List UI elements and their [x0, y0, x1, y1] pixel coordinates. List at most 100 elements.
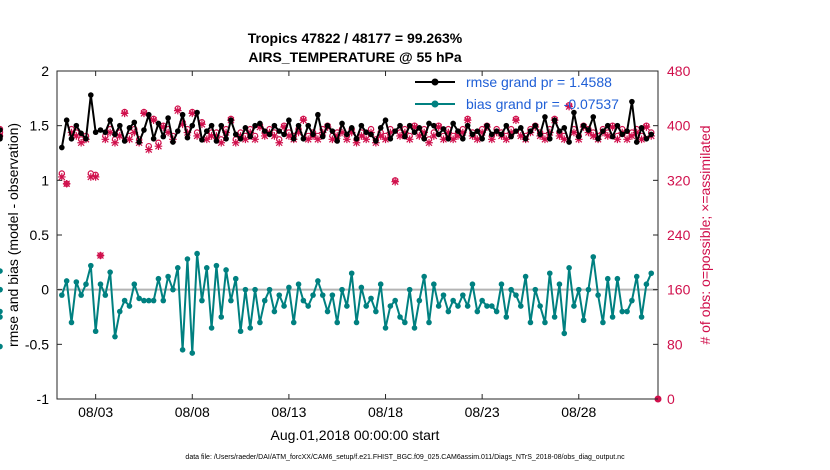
- obs-assimilated-point: [459, 128, 467, 137]
- bias-point: [199, 297, 205, 304]
- obs-assimilated-point: [410, 123, 419, 131]
- rmse-point: [445, 135, 452, 142]
- obs-assimilated-point: [603, 132, 612, 140]
- rmse-point: [102, 129, 109, 136]
- rmse-point: [619, 131, 626, 138]
- bias-point: [228, 297, 234, 304]
- legend: rmse grand pr = 1.4588 bias grand pr = -…: [415, 74, 619, 112]
- bias-point: [59, 292, 65, 298]
- bias-point: [107, 269, 113, 275]
- rmse-point: [624, 128, 630, 134]
- bias-point: [223, 267, 229, 273]
- bias-point: [431, 281, 437, 288]
- obs-assimilated-point: [304, 135, 313, 144]
- rmse-point: [474, 128, 481, 134]
- bias-point: [590, 254, 597, 260]
- bias-point: [0, 268, 3, 274]
- bias-point: [474, 308, 481, 315]
- obs-assimilated-point: [173, 106, 182, 115]
- bias-point: [329, 292, 336, 298]
- x-axis-label: Aug.01,2018 00:00:00 start: [271, 427, 440, 443]
- bias-point: [624, 308, 630, 315]
- rmse-point: [489, 131, 495, 138]
- bias-point: [397, 314, 403, 320]
- y2-tick-label: 480: [667, 63, 691, 79]
- bias-point: [344, 303, 350, 309]
- bias-point: [609, 314, 616, 320]
- bias-point: [416, 297, 423, 304]
- y2-tick-label: 320: [667, 172, 691, 188]
- bias-point: [170, 286, 176, 293]
- rmse-point: [431, 122, 437, 129]
- obs-assimilated-point: [241, 135, 250, 144]
- obs-assimilated-point: [545, 128, 554, 137]
- rmse-point: [107, 117, 113, 123]
- bias-point: [556, 281, 563, 288]
- bias-point: [363, 303, 369, 309]
- obs-assimilated-point: [401, 128, 409, 137]
- obs-assimilated-point: [62, 179, 71, 188]
- obs-assimilated-point: [260, 132, 269, 140]
- obs-assimilated-point: [299, 116, 308, 124]
- obs-assimilated-point: [130, 128, 139, 137]
- bias-point: [334, 319, 341, 326]
- obs-assimilated-point: [570, 128, 578, 137]
- obs-assimilated-point: [425, 138, 433, 147]
- obs-assimilated-point: [642, 123, 651, 131]
- bias-point: [237, 328, 244, 335]
- bias-point: [604, 275, 611, 282]
- rmse-point: [358, 122, 365, 129]
- bias-point: [0, 286, 3, 293]
- obs-assimilated-point: [251, 135, 259, 144]
- bias-point: [633, 273, 640, 280]
- obs-assimilated-point: [516, 132, 525, 140]
- rmse-point: [247, 133, 254, 140]
- bias-point: [155, 275, 162, 282]
- y2-tick-label: 400: [667, 118, 691, 134]
- rmse-point: [455, 128, 461, 134]
- bias-point: [160, 297, 167, 304]
- rmse-point: [537, 131, 543, 138]
- rmse-point: [315, 111, 321, 118]
- obs-assimilated-point: [439, 135, 448, 144]
- obs-assimilated-point: [285, 132, 293, 140]
- obs-assimilated-point: [111, 138, 119, 147]
- rmse-point: [411, 129, 418, 136]
- rmse-point: [136, 139, 142, 145]
- obs-assimilated-point: [430, 132, 438, 140]
- obs-assimilated-point: [608, 123, 617, 131]
- rmse-point: [508, 133, 514, 140]
- bias-point: [165, 273, 171, 280]
- rmse-point: [421, 135, 427, 142]
- bias-point: [638, 314, 645, 320]
- bias-point: [484, 303, 490, 309]
- rmse-point: [527, 128, 534, 134]
- bias-point: [63, 278, 70, 284]
- obs-assimilated-point: [343, 135, 351, 144]
- rmse-point: [131, 119, 138, 126]
- bias-point: [150, 297, 157, 304]
- obs-assimilated-point: [67, 128, 76, 137]
- bias-point: [348, 270, 355, 277]
- bias-point: [411, 325, 418, 331]
- obs-assimilated-point: [275, 138, 284, 147]
- bias-point: [257, 319, 263, 326]
- bias-point: [469, 281, 476, 288]
- obs-assimilated-point: [405, 135, 414, 144]
- obs-assimilated-point: [396, 132, 404, 140]
- obs-assimilated-point: [87, 173, 95, 181]
- bias-point: [619, 308, 626, 315]
- obs-assimilated-point: [193, 132, 201, 140]
- rmse-point: [392, 128, 398, 134]
- bias-point: [295, 281, 302, 288]
- rmse-point: [112, 131, 118, 138]
- bias-point: [585, 286, 592, 293]
- y-tick-label: 2: [41, 63, 49, 79]
- y2-tick-label: 0: [667, 391, 675, 407]
- obs-assimilated-point: [236, 132, 245, 140]
- rmse-point: [290, 135, 297, 142]
- bias-point: [73, 279, 80, 285]
- bias-point: [174, 265, 181, 271]
- legend-rmse-marker: [431, 78, 439, 86]
- obs-assimilated-point: [376, 132, 385, 140]
